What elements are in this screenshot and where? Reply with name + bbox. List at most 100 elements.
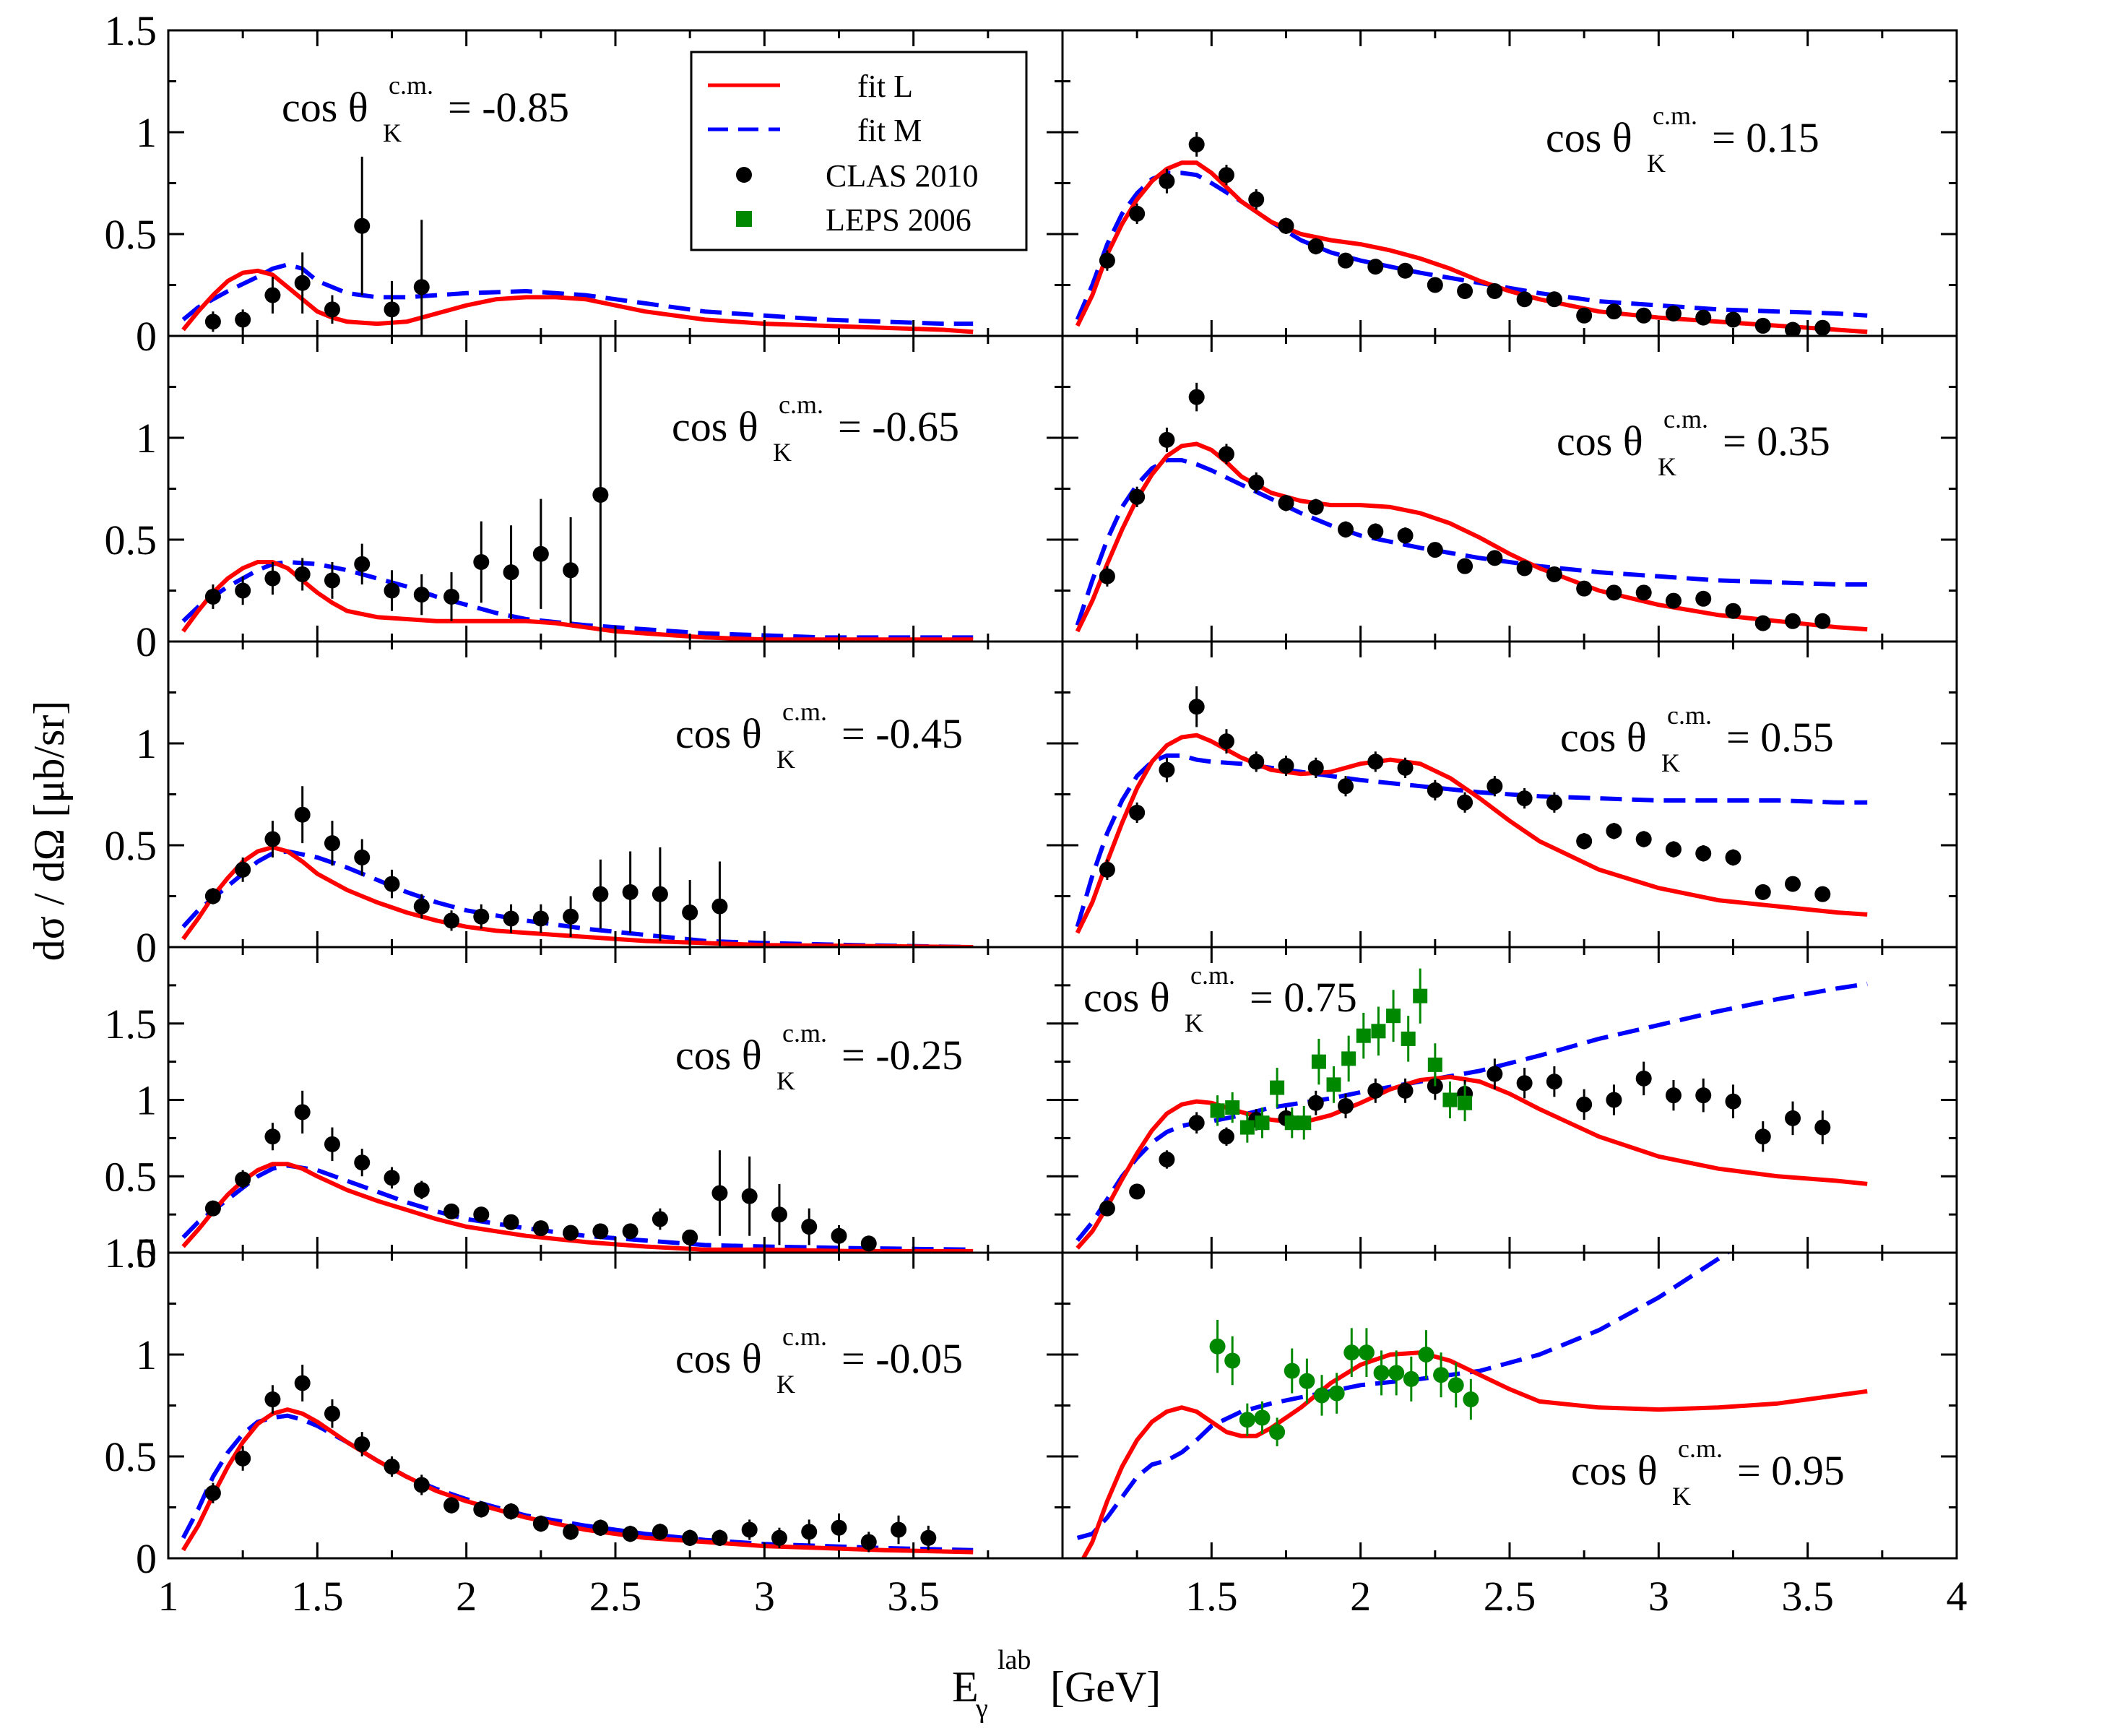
clas-point (622, 1526, 639, 1542)
legend-fit-l-label: fit L (857, 69, 913, 104)
clas-point (1516, 560, 1533, 576)
panel-label-cos: cos θ (282, 84, 368, 131)
leps-point (1270, 1080, 1285, 1095)
clas-point (384, 1170, 400, 1186)
panel-label-m025: cos θ Kc.m. = -0.25 (675, 1019, 963, 1095)
fit-l-curve (1075, 160, 1868, 334)
clas-point (1367, 523, 1384, 540)
clas-point (1397, 1082, 1414, 1099)
fit-m-curve (1076, 1253, 1731, 1540)
clas-point (592, 886, 609, 902)
panel-p015 (1075, 132, 1868, 336)
panel-label-p055: cos θ Kc.m. = 0.55 (1560, 701, 1834, 777)
panel-label-superscript: c.m. (389, 71, 433, 100)
fit-l-curve (1081, 1350, 1868, 1558)
clas-point (1218, 446, 1234, 462)
x-tick-label: 3.5 (887, 1573, 940, 1620)
x-tick-label: 1.5 (1185, 1573, 1238, 1620)
clas-point (413, 898, 430, 915)
clas-point (1635, 307, 1652, 324)
panel-m045 (181, 786, 974, 947)
clas-point (1635, 584, 1652, 601)
x-tick-label: 2 (456, 1573, 477, 1620)
panel-label-subscript: K (773, 438, 792, 467)
clas-point (264, 831, 281, 847)
clas-point (324, 1136, 340, 1152)
clas-point (741, 1521, 758, 1538)
clas-point (294, 1375, 311, 1391)
clas-point (532, 910, 549, 927)
clas-point (354, 1154, 371, 1171)
panel-label-p075: cos θ Kc.m. = 0.75 (1083, 961, 1357, 1037)
y-tick-label: 0 (136, 1230, 157, 1277)
clas-point (1546, 566, 1562, 582)
clas-point (1218, 1128, 1234, 1145)
leps-point (1371, 1024, 1386, 1039)
x-axis-title-subscript: γ (975, 1693, 988, 1724)
leps-point (1433, 1367, 1450, 1383)
clas-point (1754, 615, 1771, 631)
panel-label-subscript: K (1658, 452, 1676, 481)
leps-point (1209, 1338, 1226, 1355)
panel-label-cos: cos θ (1557, 418, 1643, 465)
clas-point (1606, 584, 1622, 601)
panel-label-m005: cos θ Kc.m. = -0.05 (675, 1322, 963, 1399)
clas-point (1695, 590, 1712, 607)
panel-label-value: = -0.25 (841, 1032, 963, 1079)
panels (181, 132, 1868, 1558)
clas-point (413, 1182, 430, 1199)
panel-m005 (181, 1365, 974, 1555)
leps-point (1463, 1391, 1479, 1408)
x-tick-label: 4 (1947, 1573, 1968, 1620)
leps-point (1343, 1344, 1360, 1361)
panel-label-cos: cos θ (1546, 114, 1632, 161)
panel-label-superscript: c.m. (782, 1019, 827, 1048)
clas-point (443, 588, 460, 605)
leps-point (1401, 1031, 1416, 1046)
clas-point (563, 908, 579, 925)
y-tick-label: 1.5 (105, 1001, 157, 1048)
clas-point (622, 884, 639, 900)
clas-point (1397, 262, 1414, 279)
clas-point (294, 275, 311, 291)
leps-point (1299, 1373, 1315, 1389)
panel-label-p015: cos θ Kc.m. = 0.15 (1546, 101, 1819, 178)
plot-area-m065 (181, 336, 974, 642)
leps-point (1255, 1115, 1270, 1131)
y-tick-label: 0.5 (105, 517, 157, 563)
clas-point (1486, 778, 1503, 795)
y-axis-title: dσ / dΩ [μb/sr] (25, 701, 73, 962)
plot-area-p055 (1075, 686, 1868, 934)
panel-label-subscript: K (776, 745, 795, 774)
clas-point (503, 564, 519, 581)
x-axis-title-symbol: E (952, 1663, 979, 1711)
fit-m-curve (1075, 170, 1868, 321)
panel-label-cos: cos θ (675, 1335, 762, 1382)
fit-l-curve (1075, 733, 1868, 934)
leps-point (1458, 1095, 1473, 1110)
panel-label-superscript: c.m. (1678, 1434, 1723, 1463)
panel-label-subscript: K (1647, 149, 1666, 178)
panel-p055 (1075, 686, 1868, 934)
clas-point (264, 570, 281, 587)
clas-point (354, 1436, 371, 1453)
clas-point (1486, 282, 1503, 299)
clas-point (1367, 259, 1384, 275)
panel-label-subscript: K (1672, 1482, 1691, 1511)
clas-point (1278, 495, 1294, 511)
clas-point (1814, 319, 1831, 336)
clas-point (1307, 498, 1324, 515)
x-tick-label: 2.5 (1484, 1573, 1536, 1620)
panel-label-value: = 0.15 (1712, 114, 1819, 161)
clas-point (1248, 753, 1265, 770)
clas-point (294, 1104, 311, 1120)
clas-point (1307, 238, 1324, 254)
panel-label-cos: cos θ (1571, 1447, 1658, 1494)
clas-point (1635, 831, 1652, 847)
clas-point (1159, 431, 1175, 448)
clas-point (204, 1200, 221, 1217)
y-tick-label: 0.5 (105, 1153, 157, 1200)
leps-point (1442, 1092, 1458, 1107)
clas-point (1099, 568, 1115, 584)
